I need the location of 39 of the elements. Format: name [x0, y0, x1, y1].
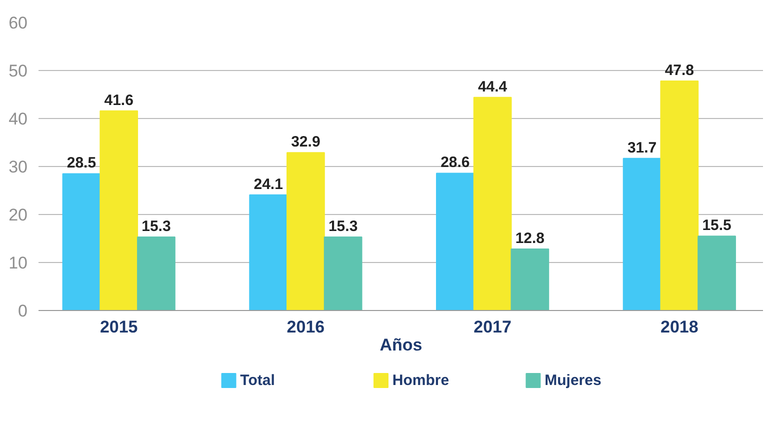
y-tick-label: 40 [8, 110, 28, 128]
bar [249, 194, 288, 310]
y-tick-label: 30 [8, 158, 28, 176]
data-label: 32.9 [291, 134, 320, 151]
legend-label: Hombre [392, 372, 450, 389]
bar [436, 172, 474, 310]
data-label: 15.5 [702, 217, 732, 234]
x-tick-label: 2015 [100, 318, 138, 336]
data-label: 44.4 [478, 78, 508, 96]
legend-label: Total [240, 372, 275, 389]
y-tick-label: 60 [8, 14, 28, 32]
bar [473, 96, 512, 310]
bar [510, 248, 550, 310]
x-tick-label: 2018 [660, 318, 698, 336]
data-label: 41.6 [104, 92, 134, 109]
data-label: 47.8 [664, 62, 694, 80]
y-tick-label: 20 [8, 206, 28, 224]
data-label: 28.5 [66, 154, 96, 172]
y-tick-label: 50 [8, 62, 28, 80]
bar [324, 236, 362, 310]
bar [622, 158, 662, 310]
x-tick-label: 2016 [286, 318, 325, 336]
x-axis-title: Años [380, 336, 422, 354]
bar [137, 236, 176, 310]
data-label: 15.3 [328, 218, 358, 236]
data-label: 24.1 [254, 176, 283, 193]
bar [660, 80, 699, 310]
data-label: 15.3 [142, 218, 171, 236]
y-tick-label: 10 [8, 254, 28, 272]
data-label: 12.8 [515, 230, 545, 248]
y-tick-label: 0 [18, 302, 28, 320]
bar [62, 173, 101, 310]
x-tick-label: 2017 [474, 318, 512, 336]
data-label: 28.6 [440, 154, 470, 172]
bar [100, 110, 138, 310]
data-label: 31.7 [627, 139, 657, 156]
legend-label: Mujeres [544, 372, 602, 389]
bar [698, 236, 736, 310]
bar [286, 152, 325, 310]
